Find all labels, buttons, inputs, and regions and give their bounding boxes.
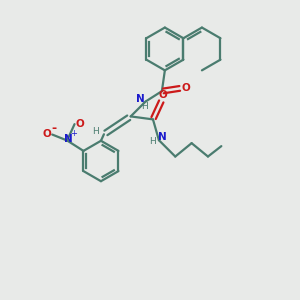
Text: H: H [142, 102, 148, 111]
Text: N: N [158, 132, 166, 142]
Text: -: - [51, 122, 56, 135]
Text: O: O [158, 90, 167, 100]
Text: O: O [76, 118, 84, 128]
Text: H: H [150, 137, 156, 146]
Text: N: N [64, 134, 73, 144]
Text: O: O [43, 129, 51, 139]
Text: H: H [92, 127, 98, 136]
Text: O: O [181, 83, 190, 93]
Text: +: + [70, 129, 77, 138]
Text: N: N [136, 94, 145, 104]
